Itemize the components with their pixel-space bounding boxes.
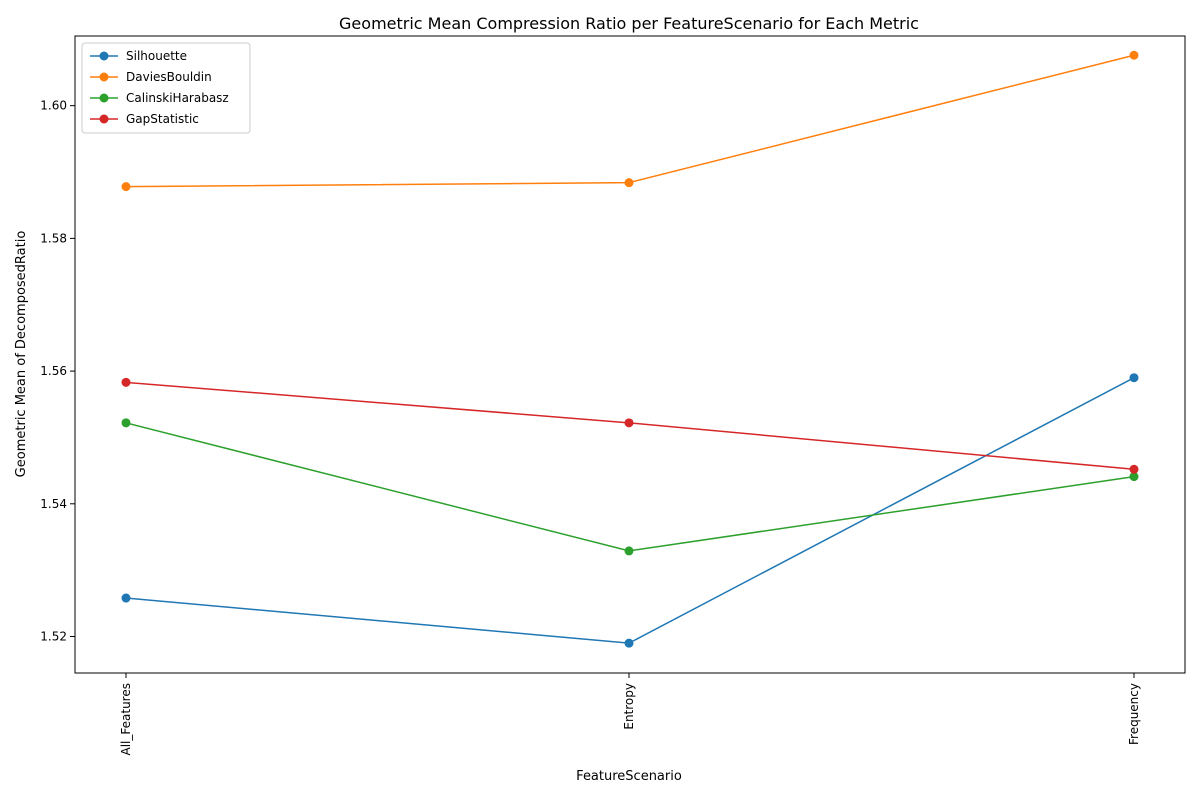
series-line-calinskiharabasz [125,422,1135,552]
data-point-silhouette [1129,373,1139,383]
x-tick-label: Frequency [1127,683,1141,745]
data-point-daviesbouldin [1129,50,1139,60]
legend-swatch-marker [99,72,109,82]
y-axis: 1.52 1.54 1.56 1.58 1.60 [40,99,75,644]
legend-swatch-marker [99,51,109,61]
legend-swatch-marker [99,114,109,124]
y-tick-label: 1.54 [40,497,67,511]
y-tick-label: 1.58 [40,231,67,245]
legend-swatch-marker [99,93,109,103]
data-point-daviesbouldin [121,182,131,192]
series-layer [121,50,1139,648]
y-tick-label: 1.56 [40,364,67,378]
data-point-calinskiharabasz [121,418,131,428]
x-tick-label: Entropy [622,683,636,730]
legend-label: GapStatistic [126,112,199,126]
data-point-silhouette [624,638,634,648]
legend-label: Silhouette [126,49,187,63]
series-line-daviesbouldin [125,54,1135,188]
y-tick-label: 1.52 [40,630,67,644]
data-point-gapstatistic [121,377,131,387]
legend-label: CalinskiHarabasz [126,91,229,105]
data-point-gapstatistic [1129,464,1139,474]
series-line-silhouette [125,377,1135,644]
data-point-silhouette [121,593,131,603]
x-axis: All_Features Entropy Frequency [119,673,1141,755]
data-point-calinskiharabasz [624,546,634,556]
chart-title: Geometric Mean Compression Ratio per Fea… [339,14,919,33]
data-point-gapstatistic [624,418,634,428]
y-axis-label: Geometric Mean of DecomposedRatio [14,231,29,478]
data-point-calinskiharabasz [1129,472,1139,482]
plot-area-frame [74,35,1186,674]
legend-frame [81,42,251,134]
x-tick-label: All_Features [119,683,133,755]
x-axis-label: FeatureScenario [576,769,682,784]
y-tick-label: 1.60 [40,99,67,113]
data-point-daviesbouldin [624,178,634,188]
legend: Silhouette DaviesBouldin CalinskiHarabasz G… [81,42,251,134]
legend-label: DaviesBouldin [126,70,212,84]
